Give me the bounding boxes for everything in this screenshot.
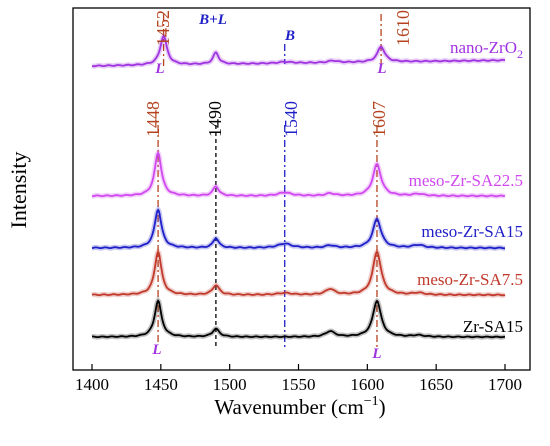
series-label-meso-zr-sa15: meso-Zr-SA15 bbox=[421, 222, 523, 241]
series-layer bbox=[91, 32, 506, 340]
ref-label-1448: 1448 bbox=[143, 101, 163, 137]
series-line-4 bbox=[91, 299, 506, 339]
ref-label-1490: 1490 bbox=[205, 101, 225, 137]
ref-label-1540: 1540 bbox=[281, 101, 301, 137]
x-tick-label-1650: 1650 bbox=[419, 375, 453, 394]
x-tick-label-1400: 1400 bbox=[75, 375, 109, 394]
ref-label-1452: 1452 bbox=[153, 10, 173, 46]
reference-labels: 1448 1490 1540 1607 1452 1610 bbox=[143, 10, 413, 137]
series-line-0 bbox=[91, 34, 506, 68]
annotation-labels: B+L B L L L L bbox=[151, 12, 386, 362]
annotation-l-top-left: L bbox=[154, 61, 164, 77]
series-label-meso-zr-sa7-5: meso-Zr-SA7.5 bbox=[417, 270, 523, 289]
series-label-meso-zr-sa22-5: meso-Zr-SA22.5 bbox=[409, 171, 523, 190]
annotation-l-top-right: L bbox=[376, 61, 386, 77]
plot-frame bbox=[72, 7, 531, 371]
x-tick-label-1550: 1550 bbox=[282, 375, 316, 394]
reference-lines bbox=[157, 14, 382, 350]
x-tick-label-1450: 1450 bbox=[144, 375, 178, 394]
ref-label-1610: 1610 bbox=[393, 10, 413, 46]
series-line-1 bbox=[92, 151, 506, 198]
x-axis-label: Wavenumber (cm−1) bbox=[214, 394, 385, 419]
x-tick-label-1500: 1500 bbox=[213, 375, 247, 394]
series-line-3 bbox=[91, 250, 506, 297]
annotation-b: B bbox=[284, 28, 295, 44]
series-label-nano-zro2: nano-ZrO2 bbox=[450, 38, 523, 61]
ref-label-1607: 1607 bbox=[369, 101, 389, 137]
series-line-2 bbox=[91, 208, 505, 250]
y-axis-label: Intensity bbox=[6, 152, 31, 229]
x-axis: 1400 1450 1500 1550 1600 1650 1700 bbox=[75, 364, 522, 394]
annotation-l-bottom-right: L bbox=[371, 346, 381, 362]
annotation-l-bottom-left: L bbox=[151, 342, 161, 358]
series-labels: nano-ZrO2 meso-Zr-SA22.5 meso-Zr-SA15 me… bbox=[409, 38, 523, 336]
x-tick-label-1700: 1700 bbox=[488, 375, 522, 394]
annotation-b-plus-l: B+L bbox=[198, 12, 227, 28]
series-label-zr-sa15: Zr-SA15 bbox=[463, 317, 523, 336]
x-tick-label-1600: 1600 bbox=[350, 375, 384, 394]
